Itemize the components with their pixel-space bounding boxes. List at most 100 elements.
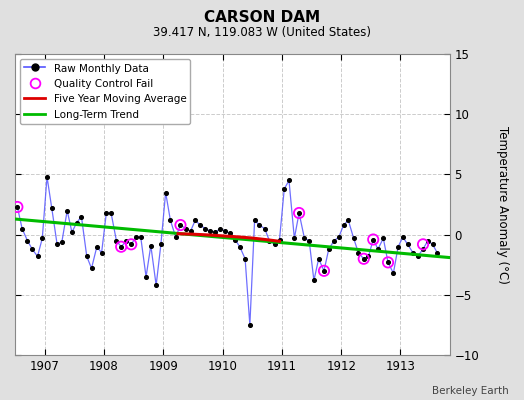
Text: 39.417 N, 119.083 W (United States): 39.417 N, 119.083 W (United States) [153, 26, 371, 39]
Point [280, 186, 288, 192]
Point [28, 246, 36, 252]
Point [354, 250, 363, 256]
Point [122, 238, 130, 244]
Point [132, 234, 140, 240]
Point [88, 265, 96, 272]
Point [285, 177, 293, 184]
Point [350, 235, 358, 242]
Point [364, 253, 373, 260]
Point [379, 235, 387, 242]
Point [18, 226, 26, 232]
Point [250, 217, 259, 224]
Point [23, 238, 31, 244]
Point [38, 235, 47, 242]
Point [369, 236, 377, 243]
Point [157, 241, 165, 248]
Point [216, 226, 224, 232]
Point [137, 234, 145, 240]
Point [171, 234, 180, 240]
Point [127, 241, 135, 248]
Point [335, 234, 343, 240]
Point [34, 253, 42, 260]
Point [58, 239, 66, 245]
Point [225, 230, 234, 237]
Point [117, 244, 125, 250]
Point [53, 241, 61, 248]
Point [43, 174, 51, 180]
Point [295, 210, 303, 216]
Point [117, 244, 125, 250]
Point [384, 259, 392, 266]
Point [83, 253, 91, 260]
Point [176, 222, 184, 228]
Point [324, 246, 333, 252]
Point [77, 214, 85, 220]
Point [270, 241, 279, 248]
Point [275, 236, 283, 243]
Point [423, 238, 432, 244]
Point [112, 238, 121, 244]
Point [48, 205, 56, 211]
Point [340, 222, 348, 228]
Point [182, 226, 190, 232]
Point [176, 222, 184, 228]
Point [142, 274, 150, 280]
Point [236, 244, 244, 250]
Point [300, 235, 309, 242]
Point [419, 241, 427, 248]
Point [97, 250, 106, 256]
Point [93, 244, 101, 250]
Point [246, 322, 254, 328]
Point [191, 217, 200, 224]
Point [211, 229, 220, 236]
Point [389, 270, 398, 276]
Point [206, 228, 214, 234]
Point [409, 250, 417, 256]
Point [433, 250, 441, 256]
Point [68, 229, 76, 236]
Point [403, 241, 412, 248]
Point [107, 210, 115, 216]
Point [166, 217, 174, 224]
Point [127, 241, 135, 248]
Point [394, 244, 402, 250]
Point [290, 235, 299, 242]
Point [260, 226, 269, 232]
Legend: Raw Monthly Data, Quality Control Fail, Five Year Moving Average, Long-Term Tren: Raw Monthly Data, Quality Control Fail, … [20, 59, 190, 124]
Point [221, 228, 229, 234]
Point [201, 226, 210, 232]
Point [63, 207, 71, 214]
Point [295, 210, 303, 216]
Point [359, 256, 368, 262]
Point [320, 268, 328, 274]
Point [161, 189, 170, 196]
Point [231, 236, 239, 243]
Point [241, 256, 249, 262]
Point [428, 241, 436, 248]
Point [320, 268, 328, 274]
Point [314, 256, 323, 262]
Point [305, 238, 313, 244]
Point [399, 234, 407, 240]
Y-axis label: Temperature Anomaly (°C): Temperature Anomaly (°C) [496, 126, 509, 284]
Text: CARSON DAM: CARSON DAM [204, 10, 320, 25]
Point [369, 236, 377, 243]
Point [359, 256, 368, 262]
Point [187, 228, 195, 234]
Point [344, 217, 353, 224]
Point [374, 246, 382, 252]
Point [13, 204, 21, 210]
Point [255, 222, 264, 228]
Point [102, 210, 111, 216]
Point [196, 222, 204, 228]
Point [413, 253, 422, 260]
Point [384, 259, 392, 266]
Point [265, 238, 274, 244]
Point [419, 246, 427, 252]
Point [330, 238, 339, 244]
Point [13, 204, 21, 210]
Point [152, 282, 160, 288]
Point [310, 277, 318, 284]
Point [72, 220, 81, 226]
Point [147, 242, 155, 249]
